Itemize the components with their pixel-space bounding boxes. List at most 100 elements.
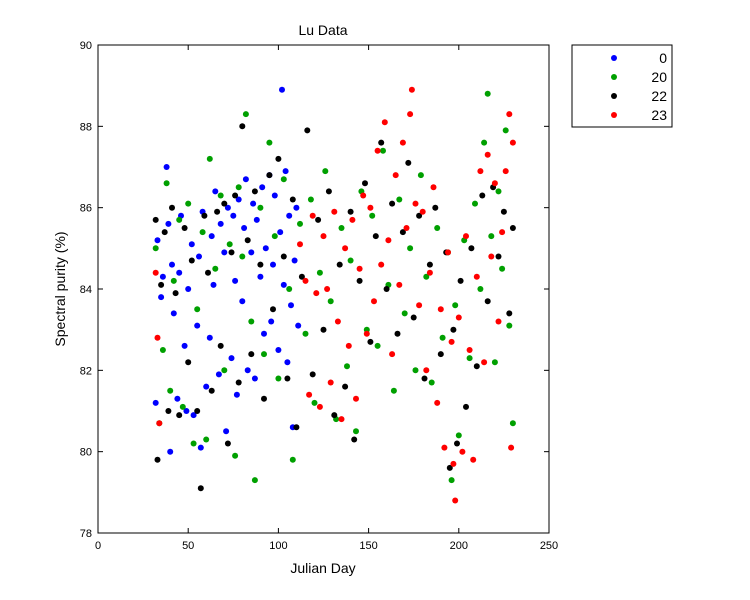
axes-layer: 0 50 100 150 200 250 78 80 82 84 86 88 90 xyxy=(80,40,558,552)
data-point xyxy=(203,383,210,390)
data-point xyxy=(506,322,513,329)
x-tick-label: 0 xyxy=(95,540,101,552)
data-point xyxy=(293,204,300,211)
data-point xyxy=(324,286,331,292)
data-point xyxy=(316,403,323,410)
data-point xyxy=(309,212,316,219)
chart-title: Lu Data xyxy=(298,22,347,38)
data-point xyxy=(169,204,175,211)
data-point xyxy=(302,330,309,337)
data-point xyxy=(349,216,356,223)
data-point xyxy=(344,363,350,370)
data-point xyxy=(228,249,235,256)
data-point xyxy=(459,448,466,455)
data-point xyxy=(455,314,462,321)
data-point xyxy=(188,241,195,248)
legend-label: 23 xyxy=(651,107,667,123)
data-point xyxy=(233,391,240,398)
data-point xyxy=(454,440,460,447)
data-point xyxy=(232,192,239,199)
y-tick-label: 78 xyxy=(80,528,92,540)
data-point xyxy=(500,208,507,215)
data-point xyxy=(208,233,215,240)
legend-label: 0 xyxy=(659,50,667,66)
data-point xyxy=(448,338,455,345)
data-point xyxy=(416,302,423,309)
data-point xyxy=(322,168,329,175)
legend-marker xyxy=(611,112,617,118)
data-point xyxy=(484,90,491,97)
data-point xyxy=(401,310,408,317)
data-point xyxy=(270,306,276,313)
legend-marker xyxy=(611,93,617,99)
data-point xyxy=(484,151,491,158)
data-point xyxy=(291,257,298,264)
data-point xyxy=(396,196,403,203)
data-point xyxy=(214,208,221,215)
data-point xyxy=(452,497,459,504)
legend-item: 20 xyxy=(611,69,667,85)
data-point xyxy=(271,233,278,240)
data-point xyxy=(284,375,291,382)
data-point xyxy=(334,318,341,325)
data-point xyxy=(302,277,309,284)
data-point xyxy=(502,127,509,134)
data-point xyxy=(242,176,249,183)
data-point xyxy=(239,253,246,260)
data-point xyxy=(239,298,246,305)
data-point xyxy=(468,245,475,252)
data-point xyxy=(374,147,381,154)
data-point xyxy=(239,123,246,130)
data-point xyxy=(488,253,495,260)
data-point xyxy=(275,375,282,382)
data-point xyxy=(320,233,327,240)
data-point xyxy=(336,261,343,268)
data-point xyxy=(275,155,282,162)
data-point xyxy=(437,351,444,358)
data-point xyxy=(235,196,242,203)
data-point xyxy=(163,164,170,170)
data-point xyxy=(224,440,231,447)
y-tick-label: 88 xyxy=(80,121,92,133)
data-point xyxy=(224,204,231,211)
data-point xyxy=(351,436,358,443)
data-point xyxy=(470,456,477,463)
data-point xyxy=(378,139,385,146)
data-point xyxy=(266,139,273,146)
data-point xyxy=(311,399,318,406)
data-point xyxy=(266,172,273,179)
data-point xyxy=(215,371,222,378)
data-point xyxy=(203,436,210,443)
data-point xyxy=(210,281,217,288)
data-point xyxy=(473,273,480,280)
data-point xyxy=(176,216,183,223)
data-point xyxy=(325,188,332,195)
data-point xyxy=(313,290,320,297)
data-point xyxy=(286,212,293,219)
data-point xyxy=(307,196,314,203)
x-tick-label: 250 xyxy=(540,540,558,552)
data-point xyxy=(477,168,484,175)
data-point xyxy=(363,330,370,337)
data-point xyxy=(279,86,285,93)
data-point xyxy=(441,444,448,451)
data-point xyxy=(232,452,239,459)
data-point xyxy=(206,155,213,162)
y-tick-label: 90 xyxy=(80,40,92,52)
data-point xyxy=(389,351,396,358)
data-point xyxy=(226,241,233,248)
series-22 xyxy=(152,123,516,492)
data-point xyxy=(499,265,506,272)
data-point xyxy=(481,359,488,366)
data-point xyxy=(421,375,428,382)
data-point xyxy=(338,416,345,423)
y-tick-label: 84 xyxy=(80,284,92,296)
data-point xyxy=(205,269,211,276)
data-point xyxy=(439,334,446,341)
y-tick-label: 86 xyxy=(80,203,92,215)
data-point xyxy=(261,351,267,358)
data-point xyxy=(194,408,201,414)
data-point xyxy=(208,387,215,394)
data-point xyxy=(282,168,289,175)
